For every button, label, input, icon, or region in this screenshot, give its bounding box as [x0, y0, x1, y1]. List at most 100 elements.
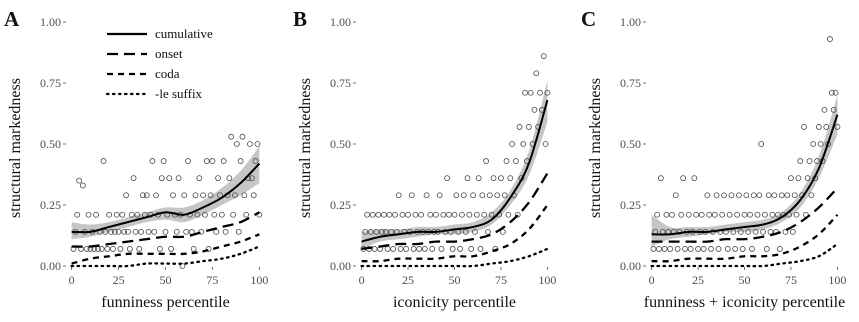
legend-label: onset	[155, 46, 183, 61]
data-point	[235, 228, 242, 235]
data-point	[194, 211, 201, 218]
x-tick-label: 25	[692, 273, 704, 287]
data-point	[776, 246, 783, 252]
data-point	[762, 211, 768, 218]
data-point	[104, 246, 111, 252]
data-point	[488, 211, 495, 218]
data-point	[828, 89, 835, 96]
data-point	[525, 124, 532, 130]
data-point	[485, 228, 491, 235]
data-point	[405, 211, 411, 218]
data-point	[752, 228, 759, 235]
legend-label: cumulative	[155, 26, 213, 41]
data-point	[678, 211, 685, 218]
data-point	[542, 141, 549, 147]
data-point	[661, 246, 668, 252]
data-point	[98, 246, 105, 252]
data-point	[364, 211, 371, 218]
data-point	[451, 211, 458, 218]
data-point	[457, 246, 463, 252]
data-point	[808, 192, 815, 199]
x-tick-label: 50	[160, 273, 172, 287]
data-point	[657, 175, 664, 182]
data-point	[117, 246, 124, 252]
data-point	[222, 228, 229, 235]
data-point	[121, 228, 128, 235]
panel-letter: A	[4, 7, 20, 31]
data-point	[102, 228, 109, 235]
data-point	[166, 175, 173, 182]
data-point	[827, 36, 833, 42]
data-point	[789, 228, 796, 235]
data-point	[149, 158, 156, 164]
data-point	[143, 192, 150, 199]
series-line-cumulative	[361, 99, 549, 243]
data-point	[815, 124, 822, 130]
data-point	[397, 246, 404, 252]
y-tick-label: 0.50	[620, 137, 641, 151]
data-point	[507, 175, 514, 182]
data-point	[672, 192, 679, 199]
data-point	[505, 211, 512, 218]
data-point	[674, 246, 681, 252]
data-point	[801, 124, 807, 130]
x-axis-title: iconicity percentile	[393, 294, 516, 311]
y-axis-title: structural markedness	[7, 78, 24, 218]
data-point	[687, 246, 694, 252]
data-point	[728, 192, 735, 199]
y-tick-label: 0.25	[40, 198, 61, 212]
data-point	[650, 246, 657, 252]
data-point	[680, 175, 687, 182]
data-point	[486, 192, 493, 199]
data-point	[771, 192, 778, 199]
y-tick-label: 0.50	[330, 137, 351, 151]
series-line-le-suffix	[360, 247, 549, 268]
data-point	[516, 124, 523, 130]
data-point	[669, 211, 675, 218]
data-point	[715, 246, 722, 252]
y-tick-label: 1.00	[330, 15, 351, 29]
data-point	[243, 211, 250, 218]
data-point	[126, 246, 133, 252]
data-point	[533, 70, 540, 77]
data-point	[453, 192, 460, 199]
data-point	[527, 89, 534, 96]
data-point	[477, 246, 484, 252]
data-point	[433, 211, 439, 218]
data-point	[756, 192, 763, 199]
series-line-onset	[361, 172, 549, 251]
data-point	[160, 158, 167, 164]
data-point	[706, 211, 713, 218]
data-point	[797, 158, 804, 164]
y-tick-label: 1.00	[40, 15, 61, 29]
x-tick-label: 0	[69, 273, 75, 287]
data-point	[685, 211, 692, 218]
panel-b: B 0.00 0.25 0.50 0.75 1.00 0 25 50 75 100 iconicity…	[293, 7, 556, 311]
x-tick-label: 0	[649, 273, 655, 287]
data-point	[369, 211, 376, 218]
x-tick-label: 25	[402, 273, 414, 287]
data-point	[110, 246, 116, 252]
data-point	[230, 211, 236, 218]
panel-letter: B	[293, 7, 307, 31]
data-point	[724, 246, 731, 252]
data-point	[793, 211, 800, 218]
data-point	[392, 211, 398, 218]
data-point	[537, 89, 543, 96]
data-point	[151, 228, 158, 235]
series-line-cumulative	[71, 162, 261, 234]
data-point	[747, 211, 753, 218]
x-tick-label: 100	[828, 273, 846, 287]
data-point	[427, 211, 434, 218]
data-point	[667, 246, 674, 252]
data-point	[85, 211, 92, 218]
data-point	[775, 211, 781, 218]
y-tick-label: 0.75	[40, 76, 61, 90]
data-point	[228, 133, 235, 140]
data-point	[782, 228, 789, 235]
data-point	[823, 124, 830, 130]
data-point	[760, 228, 766, 235]
data-point	[162, 228, 169, 235]
data-point	[408, 192, 415, 199]
